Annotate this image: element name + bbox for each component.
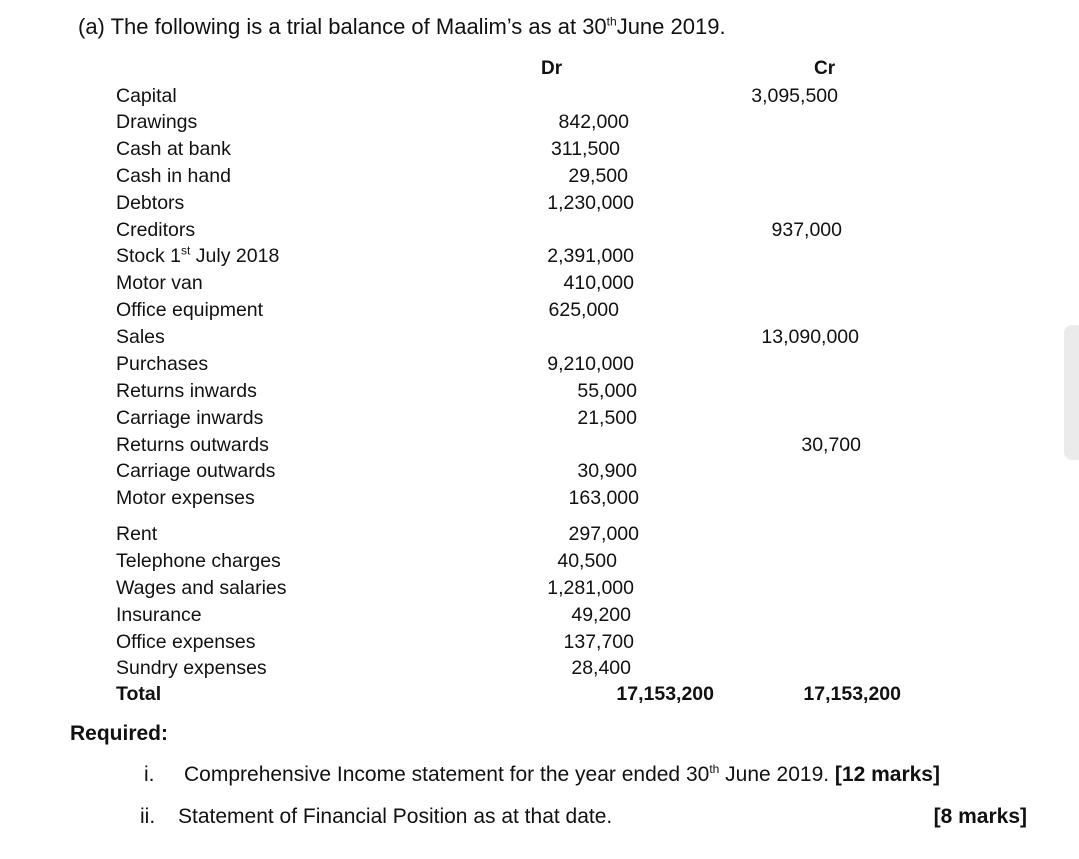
- row-label: Sundry expenses: [116, 657, 267, 679]
- dr-value: 1,230,000: [547, 192, 634, 214]
- row-label: Motor expenses: [116, 487, 255, 509]
- dr-value: 163,000: [568, 487, 640, 509]
- dr-value: 137,700: [563, 631, 635, 653]
- requirement-numeral: ii.: [140, 805, 156, 828]
- requirement-text: Comprehensive Income statement for the y…: [184, 762, 940, 786]
- total-label: Total: [116, 683, 162, 705]
- row-label: Carriage outwards: [116, 460, 276, 482]
- dr-value: 297,000: [568, 523, 640, 545]
- cr-value: 13,090,000: [761, 326, 859, 348]
- marks-label: [12 marks]: [834, 763, 940, 786]
- cr-value: 937,000: [771, 219, 843, 241]
- row-label: Carriage inwards: [116, 407, 264, 429]
- row-label: Motor van: [116, 272, 203, 294]
- row-label: Wages and salaries: [116, 577, 287, 599]
- row-label: Insurance: [116, 604, 202, 626]
- dr-total: 17,153,200: [616, 683, 714, 705]
- requirement-text: Statement of Financial Position as at th…: [178, 805, 613, 828]
- row-label: Capital: [116, 85, 177, 107]
- cr-column-header: Cr: [814, 58, 836, 79]
- dr-value: 55,000: [577, 380, 637, 402]
- row-label: Purchases: [116, 353, 209, 375]
- dr-value: 28,400: [571, 657, 631, 679]
- dr-value: 40,500: [557, 550, 617, 572]
- row-label: Cash at bank: [116, 138, 231, 160]
- question-heading: (a) The following is a trial balance of …: [78, 14, 726, 39]
- dr-value: 9,210,000: [547, 353, 634, 375]
- required-heading: Required:: [70, 722, 169, 745]
- row-label: Office equipment: [116, 299, 264, 321]
- row-label: Telephone charges: [116, 550, 281, 572]
- cr-total: 17,153,200: [803, 683, 901, 705]
- dr-value: 1,281,000: [547, 577, 634, 599]
- dr-value: 30,900: [577, 460, 637, 482]
- row-label: Debtors: [116, 192, 185, 214]
- scrollbar-thumb[interactable]: [1064, 325, 1079, 460]
- requirement-numeral: i.: [144, 763, 155, 786]
- dr-value: 410,000: [563, 272, 635, 294]
- cr-value: 3,095,500: [751, 85, 838, 107]
- dr-value: 49,200: [571, 604, 631, 626]
- row-label: Stock 1st July 2018: [116, 243, 280, 268]
- marks-label: [8 marks]: [933, 805, 1027, 828]
- row-label: Office expenses: [116, 631, 256, 653]
- row-label: Rent: [116, 523, 158, 545]
- dr-column-header: Dr: [541, 58, 563, 79]
- dr-value: 311,500: [550, 138, 620, 160]
- dr-value: 625,000: [548, 299, 620, 321]
- row-label: Creditors: [116, 219, 196, 241]
- dr-value: 842,000: [558, 111, 630, 133]
- row-label: Cash in hand: [116, 165, 231, 187]
- row-label: Sales: [116, 326, 165, 348]
- dr-value: 21,500: [577, 407, 637, 429]
- row-label: Drawings: [116, 111, 198, 133]
- row-label: Returns inwards: [116, 380, 257, 402]
- cr-value: 30,700: [801, 434, 861, 456]
- dr-value: 29,500: [568, 165, 628, 187]
- dr-value: 2,391,000: [547, 245, 634, 267]
- row-label: Returns outwards: [116, 434, 269, 456]
